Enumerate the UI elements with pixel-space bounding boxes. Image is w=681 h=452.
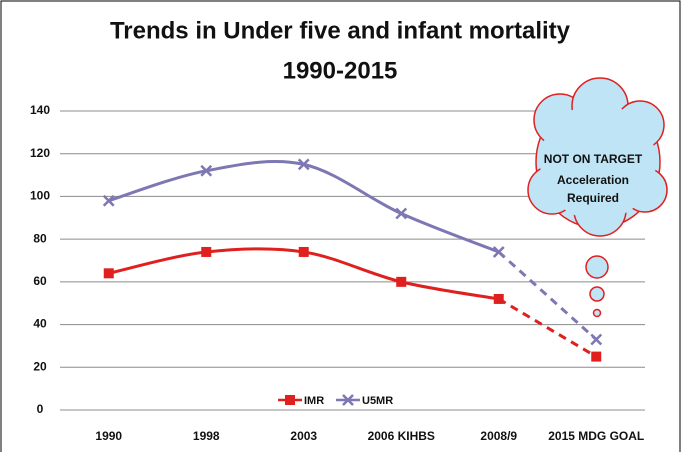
x-tick-label: 2003: [290, 429, 317, 443]
y-tick-label: 60: [33, 274, 47, 288]
marker: [297, 158, 310, 171]
y-tick-label: 40: [33, 317, 47, 331]
annotation: NOT ON TARGET: [544, 152, 643, 166]
annotation: Required: [567, 191, 619, 205]
series-line-projection: [497, 297, 598, 358]
marker: [395, 207, 408, 220]
marker: [493, 293, 504, 304]
marker: [200, 164, 213, 177]
legend-label: U5MR: [362, 395, 393, 407]
marker: [102, 194, 115, 207]
marker: [591, 351, 602, 362]
series-line-projection: [497, 250, 598, 341]
legend-label: IMR: [304, 395, 324, 407]
chart-title: 1990-2015: [283, 57, 398, 84]
chart-title: Trends in Under five and infant mortalit…: [110, 17, 571, 44]
legend-marker: [285, 395, 295, 405]
y-tick-label: 120: [30, 146, 50, 160]
y-tick-label: 20: [33, 359, 47, 373]
marker: [396, 276, 407, 287]
x-tick-label: 1990: [95, 429, 122, 443]
y-tick-label: 0: [37, 402, 44, 416]
marker: [492, 246, 505, 258]
marker: [201, 246, 212, 257]
y-tick-label: 80: [33, 231, 47, 245]
cloud: [527, 77, 668, 318]
marker: [298, 246, 309, 257]
series-line: [108, 159, 500, 254]
y-tick-label: 100: [30, 189, 50, 203]
x-tick-label: 1998: [193, 429, 220, 443]
marker: [103, 268, 114, 279]
y-tick-label: 140: [30, 103, 50, 117]
x-tick-label: 2006 KIHBS: [368, 429, 435, 443]
x-tick-label: 2008/9: [480, 429, 517, 443]
legend-marker: [342, 394, 354, 406]
x-tick-label: 2015 MDG GOAL: [548, 429, 644, 443]
marker: [590, 333, 603, 346]
annotation: Acceleration: [557, 173, 629, 187]
plot-area: 0 20 40 60 80 100 120 140 1990 1998 2003 2006 KIHBS…: [30, 103, 645, 443]
